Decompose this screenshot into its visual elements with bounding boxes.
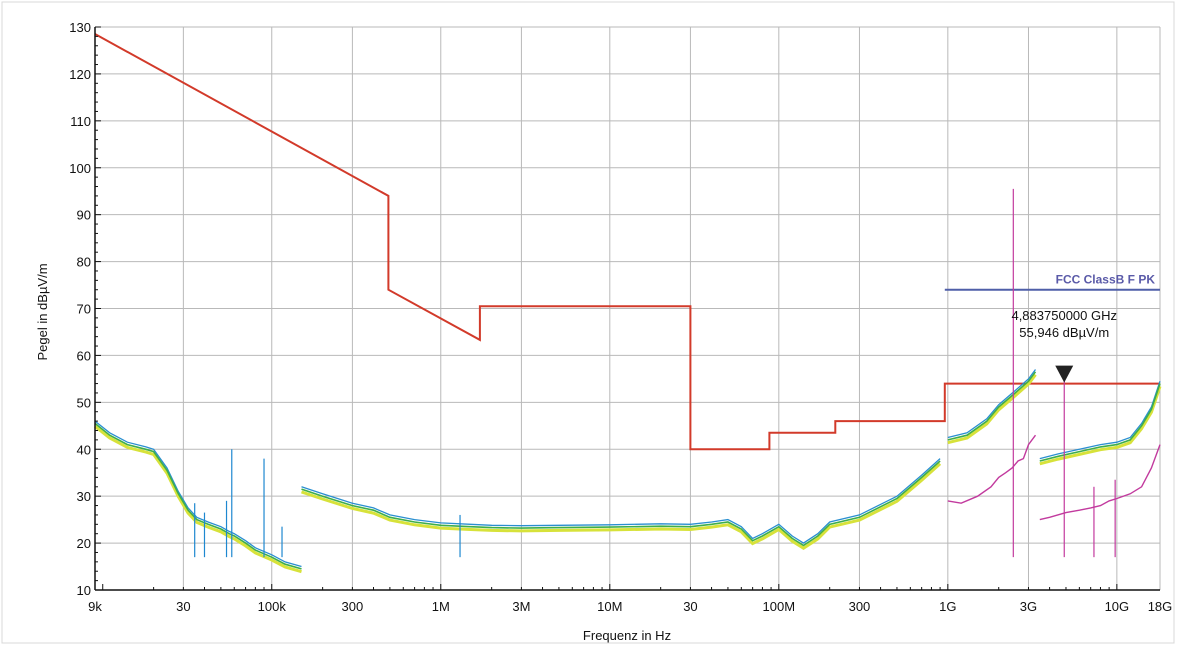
- x-tick-label-4: 1M: [432, 599, 450, 614]
- y-tick-label-3: 40: [77, 442, 91, 457]
- y-tick-label-12: 130: [69, 20, 91, 35]
- x-tick-label-12: 10G: [1105, 599, 1130, 614]
- x-tick-label-6: 10M: [597, 599, 622, 614]
- grid: [94, 26, 1161, 591]
- trace-segment-2-2: [947, 371, 1037, 441]
- y-tick-label-0: 10: [77, 583, 91, 598]
- y-tick-label-2: 30: [77, 489, 91, 504]
- x-tick-label-2: 100k: [258, 599, 287, 614]
- y-tick-label-8: 90: [77, 208, 91, 223]
- y-tick-label-7: 80: [77, 255, 91, 270]
- x-tick-label-10: 1G: [939, 599, 956, 614]
- y-tick-label-6: 70: [77, 302, 91, 317]
- series-layer: [94, 33, 1162, 574]
- y-tick-label-4: 50: [77, 395, 91, 410]
- trace-segment-4-0: [947, 434, 1037, 504]
- trace-segment-4-1: [1039, 444, 1161, 521]
- trace-segment-2-1: [301, 460, 941, 547]
- trace-underlay-2-3: [1039, 385, 1162, 466]
- trace-overlay-2-0: [94, 420, 302, 568]
- x-tick-label-0: 9k: [88, 599, 102, 614]
- limit-line-label: FCC ClassB F PK: [1056, 273, 1156, 287]
- x-tick-label-9: 300: [849, 599, 871, 614]
- x-tick-label-7: 30: [683, 599, 697, 614]
- x-tick-label-8: 100M: [763, 599, 796, 614]
- y-axis-label: Pegel in dBµV/m: [35, 263, 50, 360]
- x-axis-label: Frequenz in Hz: [583, 628, 671, 643]
- peak-marker-label-1: 55,946 dBµV/m: [1019, 325, 1109, 340]
- y-tick-label-5: 60: [77, 348, 91, 363]
- x-tick-label-5: 3M: [512, 599, 530, 614]
- tick-labels: 10 20 30 40 50 60 70 80 90 100 110 120 130 9k 30 100k 30…: [69, 20, 1172, 614]
- y-tick-label-10: 110: [70, 114, 91, 129]
- x-tick-label-11: 3G: [1020, 599, 1037, 614]
- peak-marker-triangle: [1055, 365, 1074, 383]
- trace-underlay-2-2: [947, 373, 1037, 445]
- trace-segment-2-3: [1039, 383, 1161, 462]
- trace-segment-2-0: [94, 422, 302, 570]
- peak-marker-label-0: 4,883750000 GHz: [1011, 308, 1117, 323]
- y-tick-label-9: 100: [69, 161, 91, 176]
- trace-underlay-2-1: [301, 462, 942, 550]
- x-tick-label-1: 30: [176, 599, 190, 614]
- limit-line-0: [94, 33, 1160, 451]
- y-tick-label-11: 120: [69, 67, 91, 82]
- trace-overlay-2-1: [301, 458, 941, 544]
- trace-overlay-2-2: [947, 369, 1037, 439]
- trace-overlay-2-3: [1039, 380, 1161, 460]
- axes: [94, 26, 1160, 591]
- x-tick-label-13: 18G: [1148, 599, 1173, 614]
- y-tick-label-1: 20: [77, 536, 91, 551]
- annotations: FCC ClassB F PK 4,883750000 GHz 55,946 dBµ…: [1011, 273, 1155, 383]
- x-tick-label-3: 300: [342, 599, 364, 614]
- trace-underlay-2-0: [94, 425, 302, 574]
